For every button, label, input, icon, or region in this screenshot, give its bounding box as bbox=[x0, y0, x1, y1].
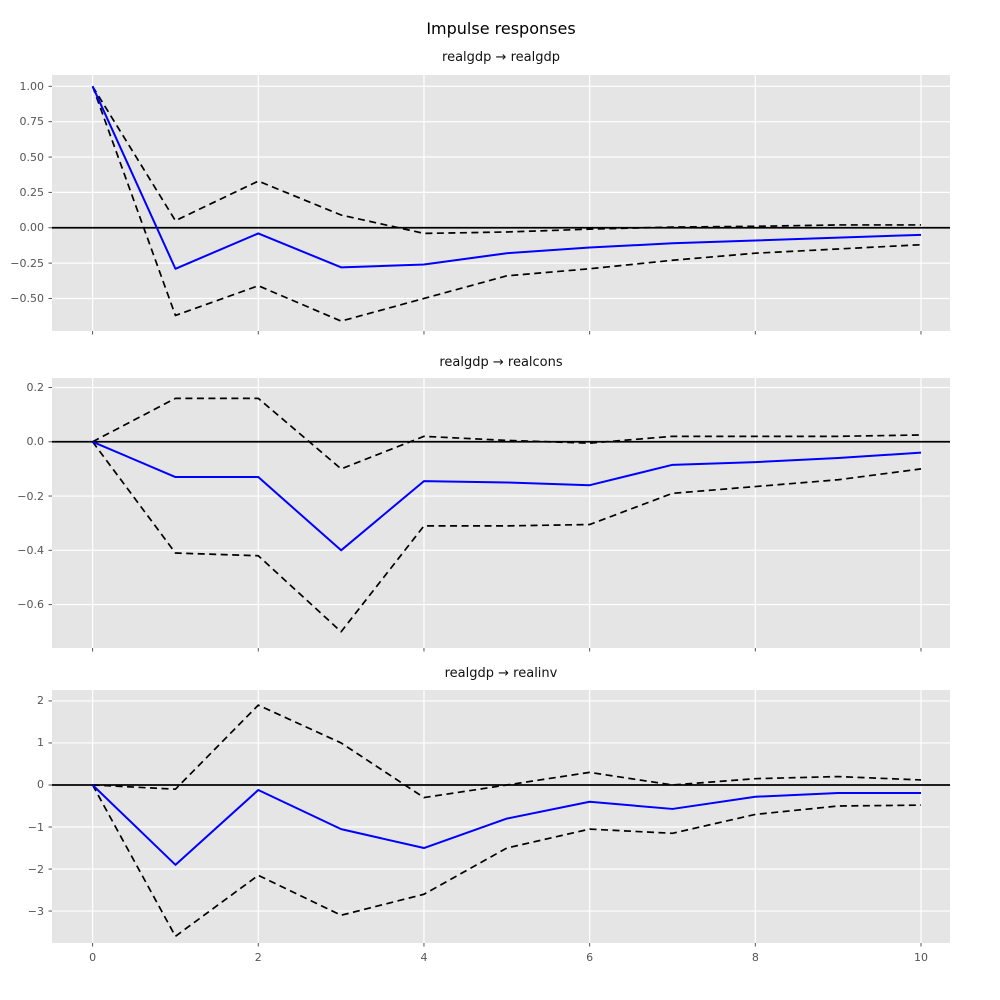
series-impulse-response bbox=[91, 784, 922, 866]
axes-realgdp-realinv bbox=[48, 690, 950, 947]
series-upper-ci bbox=[91, 85, 922, 235]
subplot-title-realgdp-realinv: realgdp → realinv bbox=[444, 666, 558, 681]
axes-realgdp-realcons bbox=[48, 378, 950, 652]
y-tick-label: 0.50 bbox=[19, 150, 45, 164]
axes-realgdp-realgdp bbox=[48, 75, 950, 335]
x-tick-label: 8 bbox=[751, 951, 759, 964]
y-tick-label: 0.00 bbox=[19, 221, 45, 235]
y-tick-label: −0.4 bbox=[17, 543, 44, 557]
y-tick-label: −0.25 bbox=[10, 256, 44, 270]
y-tick-label: 0.75 bbox=[19, 115, 45, 129]
axes-background bbox=[52, 378, 950, 648]
irf-plot-realgdp-realcons bbox=[48, 378, 950, 652]
figure-suptitle: Impulse responses bbox=[426, 19, 576, 38]
series-upper-ci bbox=[92, 704, 922, 799]
y-tick-label: 0 bbox=[37, 778, 44, 792]
x-tick-label: 2 bbox=[254, 951, 262, 964]
series-impulse-response bbox=[91, 85, 922, 270]
y-tick-label: −0.50 bbox=[10, 291, 44, 305]
series-lower-ci bbox=[91, 86, 922, 322]
axes-background bbox=[52, 75, 950, 331]
subplot-title-realgdp-realgdp: realgdp → realgdp bbox=[442, 50, 560, 65]
y-tick-label: 0.25 bbox=[19, 185, 45, 199]
series-impulse-response bbox=[92, 440, 922, 552]
y-tick-label: 1.00 bbox=[19, 79, 45, 93]
series-lower-ci bbox=[91, 441, 922, 633]
y-tick-label: −0.2 bbox=[17, 489, 44, 503]
y-tick-label: −3 bbox=[27, 904, 44, 918]
irf-plot-realgdp-realgdp bbox=[48, 75, 950, 335]
y-tick-label: −1 bbox=[27, 820, 44, 834]
y-tick-label: 0.2 bbox=[26, 380, 45, 394]
axes-background bbox=[52, 690, 950, 943]
x-tick-label: 6 bbox=[586, 951, 594, 964]
series-lower-ci bbox=[91, 784, 922, 938]
y-tick-label: −0.6 bbox=[17, 598, 44, 612]
x-tick-label: 10 bbox=[914, 951, 928, 964]
x-tick-label: 4 bbox=[420, 951, 428, 964]
y-tick-label: −2 bbox=[27, 862, 44, 876]
y-tick-label: 1 bbox=[37, 736, 44, 750]
y-tick-label: 0.0 bbox=[26, 435, 45, 449]
y-tick-label: 2 bbox=[37, 694, 44, 708]
subplot-title-realgdp-realcons: realgdp → realcons bbox=[439, 355, 563, 370]
x-tick-label: 0 bbox=[89, 951, 97, 964]
irf-plot-realgdp-realinv bbox=[48, 690, 950, 947]
